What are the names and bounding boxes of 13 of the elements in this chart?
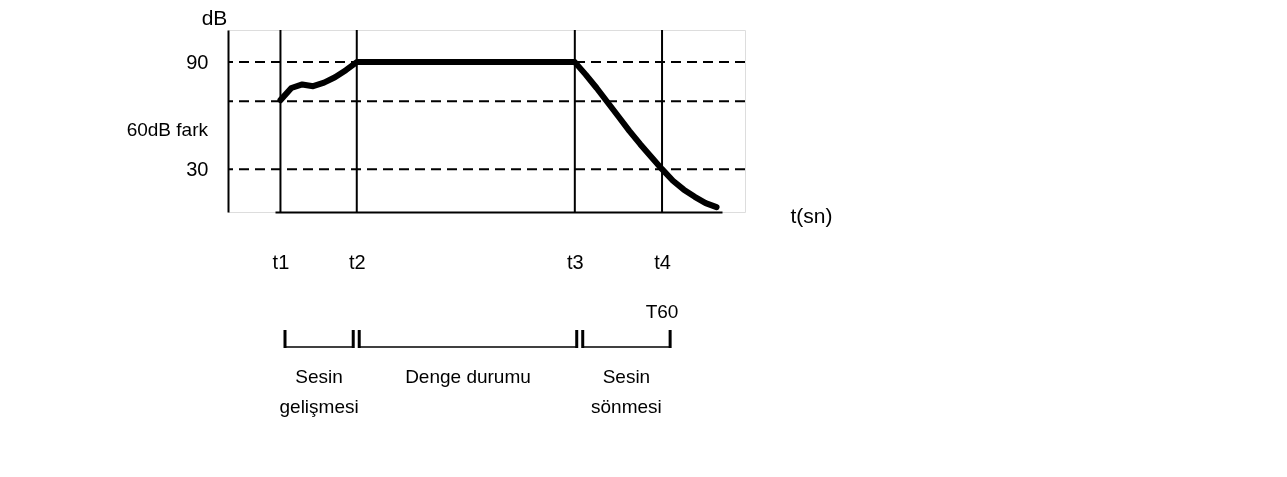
- text: Denge durumu: [405, 366, 531, 387]
- x-tick-label: t4: [654, 250, 671, 273]
- y-axis-title: dB: [201, 5, 228, 29]
- text: Sesin sönmesi: [591, 366, 662, 417]
- y-tick-label: 30: [186, 157, 209, 180]
- text: T60: [645, 301, 679, 322]
- text: Sesin gelişmesi: [279, 366, 359, 417]
- x-axis-title: t(sn): [790, 203, 833, 227]
- x-tick-label: t1: [272, 250, 290, 273]
- x-tick-label: t3: [566, 250, 584, 273]
- text: 60dB fark: [126, 119, 209, 140]
- x-tick-label: t2: [348, 250, 366, 273]
- y-tick-label: 90: [186, 50, 209, 73]
